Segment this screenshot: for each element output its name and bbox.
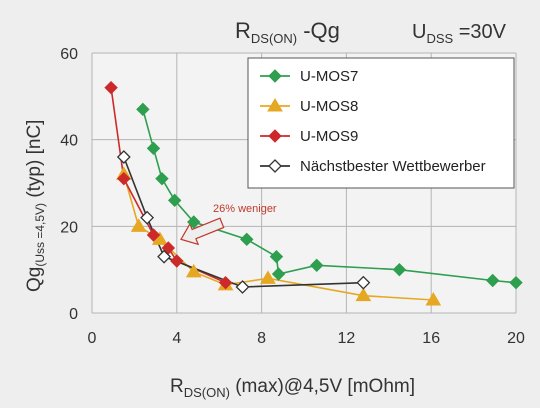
- data-point-u-mos9: [104, 80, 118, 95]
- legend-label-u-mos7: U-MOS7: [300, 68, 358, 85]
- data-point-n-chstbester-wettbewerber: [356, 275, 371, 290]
- data-point-u-mos8: [130, 218, 147, 232]
- data-point-u-mos9: [117, 171, 131, 186]
- data-point-u-mos9: [146, 228, 161, 242]
- legend-marker-n-chstbester-wettbewerber: [268, 159, 282, 173]
- data-point-n-chstbester-wettbewerber: [157, 249, 171, 264]
- x-tick-label: 4: [172, 330, 181, 347]
- x-tick-label: 8: [257, 330, 266, 347]
- y-tick-label: 20: [60, 219, 78, 236]
- data-point-u-mos7: [392, 262, 407, 277]
- x-tick-labels: 0 4 8 12 16 20: [88, 330, 525, 347]
- data-point-u-mos8: [355, 287, 372, 302]
- y-tick-label: 60: [60, 46, 78, 63]
- chart-title: RDS(ON) -Qg: [235, 18, 340, 46]
- y-tick-label: 40: [60, 133, 78, 150]
- data-point-u-mos8: [260, 270, 276, 284]
- data-point-u-mos7: [509, 275, 523, 290]
- legend-box: [247, 57, 515, 189]
- udss-label: UDSS =30V: [412, 21, 507, 46]
- data-point-u-mos7: [240, 232, 254, 247]
- legend: U-MOS7 U-MOS8 U-MOS9 Nächstbester Wettbewer…: [247, 57, 515, 189]
- y-tick-labels: 0 20 40 60: [60, 46, 78, 323]
- data-point-u-mos7: [187, 215, 201, 229]
- y-tick-label: 0: [69, 306, 78, 323]
- annotation-text: 26% weniger: [213, 203, 277, 215]
- data-point-u-mos7: [155, 171, 169, 186]
- legend-marker-u-mos7: [268, 69, 282, 83]
- legend-label-u-mos8: U-MOS8: [300, 98, 358, 115]
- data-point-u-mos9: [170, 254, 184, 268]
- data-point-u-mos7: [269, 249, 284, 264]
- legend-label-n-chstbester-wettbewerber: Nächstbester Wettbewerber: [300, 158, 486, 175]
- x-tick-label: 16: [422, 330, 440, 347]
- y-axis-label: Qg(Uss =4,5V) (typ) [nC]: [24, 120, 47, 292]
- data-point-u-mos7: [271, 267, 286, 281]
- series-markers: [104, 80, 523, 306]
- data-point-n-chstbester-wettbewerber: [116, 150, 131, 164]
- legend-label-u-mos9: U-MOS9: [300, 128, 358, 145]
- x-tick-label: 0: [88, 330, 97, 347]
- x-axis-label: RDS(ON) (max)@4,5V [mOhm]: [170, 376, 415, 400]
- data-point-u-mos7: [146, 141, 161, 156]
- legend-marker-u-mos9: [268, 129, 282, 143]
- data-point-u-mos8: [185, 263, 202, 278]
- data-point-u-mos7: [167, 193, 182, 208]
- data-point-n-chstbester-wettbewerber: [140, 210, 155, 225]
- data-point-u-mos9: [218, 275, 233, 290]
- data-point-u-mos7: [136, 102, 150, 117]
- data-point-n-chstbester-wettbewerber: [235, 280, 250, 294]
- data-point-u-mos7: [485, 273, 500, 288]
- x-tick-label: 12: [338, 330, 356, 347]
- x-tick-label: 20: [507, 330, 525, 347]
- data-point-u-mos7: [310, 258, 324, 273]
- legend-marker-u-mos8: [267, 98, 283, 112]
- data-point-u-mos8: [425, 292, 442, 306]
